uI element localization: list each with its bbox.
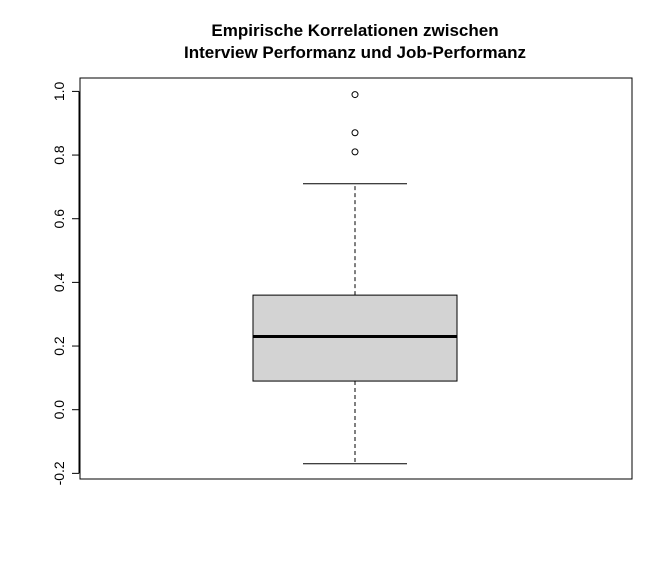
y-tick-label: 1.0 (51, 81, 67, 101)
interquartile-box (252, 294, 458, 382)
plot-frame (79, 77, 633, 480)
y-tick-label: 0.2 (51, 336, 67, 356)
boxplot (252, 91, 458, 465)
y-tick-label: 0.8 (51, 145, 67, 165)
outlier-point (351, 129, 359, 137)
chart-title-line-1: Empirische Korrelationen zwischen (211, 21, 498, 40)
y-tick-label: 0.6 (51, 209, 67, 229)
y-axis: -0.2 0.0 0.2 0.4 0.6 0.8 1.0 (51, 81, 80, 485)
chart-title-line-2: Interview Performanz und Job-Performanz (184, 43, 526, 62)
y-tick-label: 0.0 (51, 400, 67, 420)
outlier-point (351, 91, 359, 99)
outlier-point (351, 148, 359, 156)
y-tick-label: -0.2 (51, 461, 67, 485)
y-tick-label: 0.4 (51, 272, 67, 292)
